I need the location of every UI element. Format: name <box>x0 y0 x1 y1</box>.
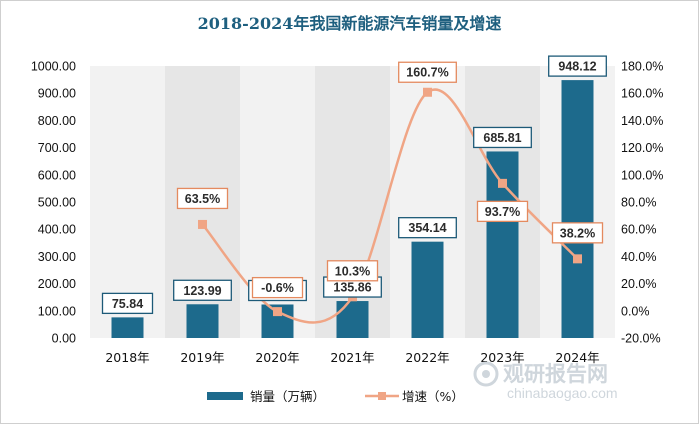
bar-value-label-box <box>398 217 457 239</box>
chart-title: 2018-2024年我国新能源汽车销量及增速 <box>197 14 502 33</box>
bar <box>111 317 144 338</box>
x-axis-tick: 2020年 <box>255 350 299 365</box>
right-axis-tick: 140.0% <box>621 114 663 128</box>
growth-value-label: -0.6% <box>261 281 294 295</box>
watermark-title: 观研报告网 <box>503 362 608 386</box>
axes: 0.00 100.00 200.00 300.00 400.00 500.00 600.00… <box>31 60 664 366</box>
bar-value-label-box <box>473 126 532 149</box>
growth-value-label-box <box>551 222 604 244</box>
growth-value-label-box <box>176 187 229 210</box>
bar-value-label: 135.86 <box>333 281 371 295</box>
bar-value-label-box <box>101 292 154 315</box>
bar <box>336 301 369 338</box>
bar-value-label-box <box>548 55 607 77</box>
growth-value-label: 10.3% <box>335 264 370 278</box>
bar-value-label: 123.99 <box>183 284 221 298</box>
x-axis-tick: 2019年 <box>180 350 224 365</box>
data-labels: 75.84123.99123.20135.86354.14685.81948.1… <box>101 55 607 315</box>
bar-value-label: 354.14 <box>408 221 446 235</box>
right-axis-tick: 120.0% <box>621 141 663 155</box>
right-axis-tick: 0.0% <box>621 304 650 318</box>
growth-value-label: 63.5% <box>185 192 220 206</box>
left-axis-tick: 800.00 <box>38 114 76 128</box>
x-axis-tick: 2023年 <box>480 350 524 365</box>
bar-value-label: 75.84 <box>112 297 143 311</box>
left-axis-tick: 400.00 <box>38 223 76 237</box>
watermark: 观研报告网 chinabaogao.com <box>473 361 618 401</box>
x-axis-tick: 2021年 <box>330 350 374 365</box>
left-axis-tick: 1000.00 <box>31 60 76 74</box>
x-axis-tick: 2022年 <box>405 350 449 365</box>
right-axis-tick: -20.0% <box>621 332 661 346</box>
line-marker <box>498 178 507 188</box>
bar-value-label: 948.12 <box>558 60 596 74</box>
left-axis-tick: 700.00 <box>38 141 76 155</box>
left-axis-tick: 300.00 <box>38 250 76 264</box>
x-axis-tick: 2024年 <box>555 350 599 365</box>
right-axis-tick: 100.0% <box>621 168 663 182</box>
right-axis-tick: 80.0% <box>621 196 656 210</box>
left-axis-tick: 0.00 <box>52 332 76 346</box>
line-marker <box>198 219 207 229</box>
watermark-url: chinabaogao.com <box>507 385 618 401</box>
legend-line-label: 增速（%） <box>402 389 464 404</box>
right-axis-tick: 40.0% <box>621 250 656 264</box>
left-axis-tick: 900.00 <box>38 87 76 101</box>
growth-value-label: 160.7% <box>406 66 448 80</box>
right-axis-tick: 180.0% <box>621 60 663 74</box>
growth-value-label: 38.2% <box>560 226 595 240</box>
line-marker <box>423 87 432 97</box>
legend-bar-label: 销量（万辆） <box>250 389 325 404</box>
left-axis-tick: 100.00 <box>38 304 76 318</box>
legend-line-marker <box>378 392 386 400</box>
legend-bar-swatch <box>207 392 243 400</box>
left-axis-tick: 500.00 <box>38 196 76 210</box>
bar-value-label: 685.81 <box>483 131 521 145</box>
bar-value-label-box <box>173 279 232 301</box>
watermark-logo <box>473 361 499 387</box>
left-axis-tick: 600.00 <box>38 168 76 182</box>
growth-value-label-box <box>251 276 304 299</box>
right-axis-tick: 160.0% <box>621 87 663 101</box>
right-axis-tick: 20.0% <box>621 277 656 291</box>
growth-value-label-box <box>326 260 379 282</box>
bar <box>186 304 219 338</box>
bar <box>561 80 594 338</box>
x-axis-tick: 2018年 <box>105 350 149 365</box>
left-axis-tick: 200.00 <box>38 277 76 291</box>
growth-value-label-box <box>476 200 529 223</box>
line-marker <box>573 254 582 264</box>
growth-value-label: 93.7% <box>485 205 520 219</box>
legend: 销量（万辆） 增速（%） <box>207 389 464 404</box>
right-axis-tick: 60.0% <box>621 223 656 237</box>
plot-band <box>90 66 165 338</box>
line-marker <box>273 307 282 317</box>
bar-series <box>111 80 594 338</box>
bar <box>411 241 444 338</box>
growth-value-label-box <box>398 61 457 83</box>
